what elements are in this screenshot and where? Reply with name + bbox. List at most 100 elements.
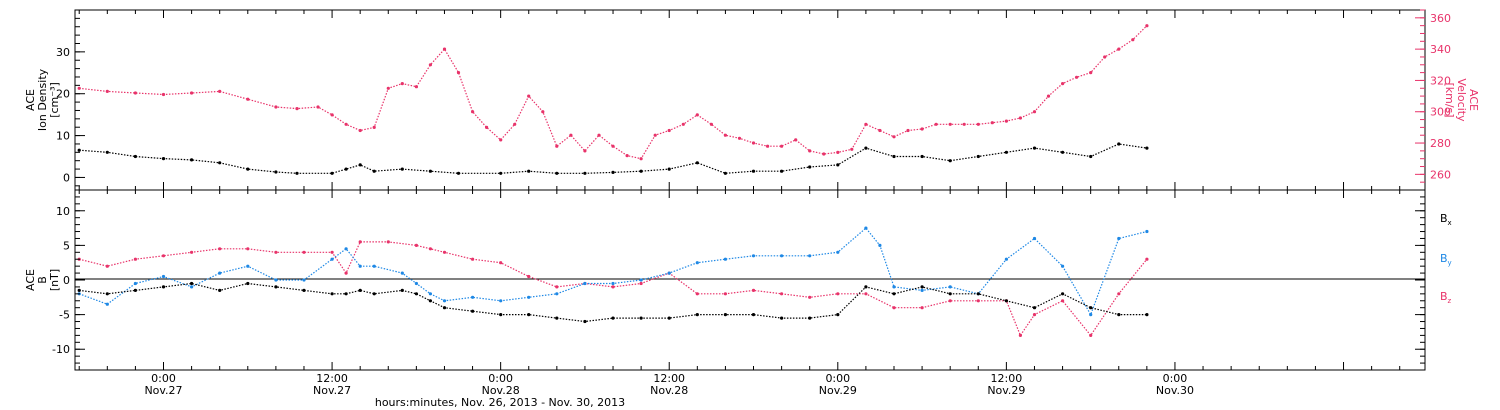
data-point: [723, 257, 728, 261]
data-point: [218, 247, 222, 251]
density-ylabel-3: [cm⁻³]: [48, 82, 61, 118]
data-point: [808, 149, 812, 153]
data-point: [471, 295, 475, 299]
data-point: [358, 240, 362, 244]
x-tick-label-date: Nov.27: [144, 384, 182, 397]
b-tick-label: -5: [59, 309, 70, 322]
data-point: [808, 316, 812, 320]
data-point: [246, 247, 250, 251]
legend-by: By: [1440, 252, 1452, 267]
b-tick-label: -10: [52, 343, 70, 356]
b-tick-label: 5: [63, 239, 70, 252]
velocity-tick-label: 300: [1430, 106, 1451, 119]
data-point: [990, 121, 994, 125]
velocity-ylabel-2: Velocity: [1455, 78, 1468, 122]
data-point: [780, 254, 784, 258]
data-point: [611, 316, 615, 320]
x-tick-label-time: 12:00: [991, 372, 1023, 385]
data-point: [246, 167, 250, 171]
velocity-series: [77, 24, 1149, 161]
data-point: [667, 316, 671, 320]
data-point: [555, 285, 559, 289]
data-point: [892, 285, 896, 289]
b-ylabel-2: B: [36, 276, 49, 284]
b-tick-label: 10: [56, 205, 70, 218]
data-point: [527, 313, 531, 317]
data-point: [1004, 150, 1009, 154]
x-tick-label-time: 0:00: [151, 372, 176, 385]
data-point: [751, 288, 756, 292]
velocity-tick-label: 340: [1430, 43, 1451, 56]
data-point: [780, 169, 784, 173]
data-point: [302, 250, 306, 254]
velocity-tick-label: 320: [1430, 74, 1451, 87]
data-point: [639, 169, 643, 173]
data-point: [822, 152, 826, 156]
data-point: [555, 171, 559, 175]
density-tick-label: 20: [56, 88, 70, 101]
data-point: [456, 171, 461, 175]
data-point: [133, 154, 137, 159]
x-tick-label-time: 12:00: [316, 372, 348, 385]
density-tick-label: 10: [56, 130, 70, 143]
density-series: [77, 142, 1149, 175]
x-tick-label-date: Nov.30: [1156, 384, 1194, 397]
data-point: [583, 281, 587, 286]
data-point: [161, 254, 166, 258]
data-point: [133, 91, 137, 95]
x-tick-label-date: Nov.28: [650, 384, 688, 397]
x-tick-label-time: 0:00: [825, 372, 850, 385]
legend-bz: Bz: [1440, 290, 1452, 305]
velocity-ylabel-1: ACE: [1467, 89, 1480, 111]
data-point: [77, 148, 81, 152]
x-tick-label-date: Nov.29: [819, 384, 857, 397]
x-tick-label-time: 12:00: [653, 372, 685, 385]
data-point: [976, 122, 980, 126]
density-tick-label: 0: [63, 171, 70, 184]
top-panel-frame: [74, 9, 1426, 191]
data-point: [836, 292, 840, 296]
series-trace: [78, 227, 1148, 317]
legend-bx: Bx: [1440, 212, 1452, 227]
data-point: [1061, 150, 1065, 154]
data-point: [611, 285, 615, 289]
bz-series: [77, 240, 1149, 337]
series-trace: [79, 25, 1148, 160]
data-point: [471, 309, 475, 313]
axis-ticks: [75, 9, 1425, 371]
data-point: [190, 91, 194, 95]
b-tick-label: 0: [63, 274, 70, 287]
axis-tick-labels: 0:00Nov.2712:00Nov.270:00Nov.2812:00Nov.…: [52, 12, 1451, 397]
by-series: [77, 226, 1149, 317]
density-ylabel-2: Ion Density: [36, 68, 49, 131]
series-trace: [79, 282, 1147, 323]
b-ylabel-3: [nT]: [48, 269, 61, 291]
velocity-tick-label: 280: [1430, 137, 1451, 150]
series-trace: [79, 143, 1147, 174]
x-tick-label-date: Nov.28: [482, 384, 520, 397]
velocity-tick-label: 260: [1430, 168, 1451, 181]
velocity-ylabel-3: [km/s]: [1443, 82, 1456, 117]
x-tick-label-date: Nov.27: [313, 384, 351, 397]
b-ylabel-1: ACE: [24, 269, 37, 291]
data-point: [751, 313, 756, 317]
data-point: [527, 295, 531, 299]
legend: Bx By Bz: [1440, 212, 1452, 305]
data-point: [1145, 313, 1149, 317]
x-tick-label-time: 0:00: [1163, 372, 1188, 385]
data-point: [302, 288, 306, 292]
x-tick-label-date: Nov.29: [987, 384, 1025, 397]
x-tick-label-time: 0:00: [488, 372, 513, 385]
data-point: [499, 171, 503, 175]
data-point: [105, 302, 109, 306]
series-trace: [79, 241, 1148, 337]
data-point: [948, 159, 952, 163]
data-point: [190, 158, 194, 162]
density-ylabel-1: ACE: [24, 89, 37, 111]
velocity-tick-label: 360: [1430, 12, 1451, 25]
data-point: [133, 288, 137, 292]
x-axis-label: hours:minutes, Nov. 26, 2013 - Nov. 30, …: [375, 396, 625, 409]
density-tick-label: 30: [56, 46, 70, 59]
bx-series: [77, 281, 1149, 324]
